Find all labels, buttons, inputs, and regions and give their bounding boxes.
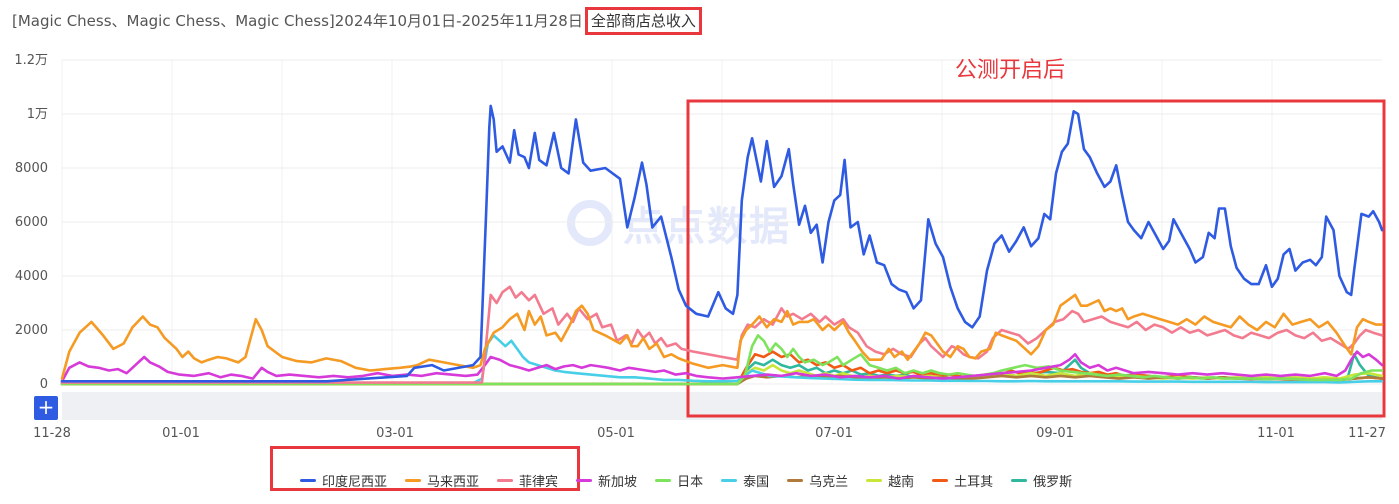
x-tick-label: 11-27 bbox=[1348, 426, 1386, 440]
legend-item[interactable]: 日本 bbox=[655, 471, 703, 490]
legend-swatch bbox=[721, 479, 738, 482]
annotation-label: 公测开启后 bbox=[955, 58, 1066, 83]
legend-item[interactable]: 新加坡 bbox=[576, 471, 637, 490]
legend-item[interactable]: 越南 bbox=[866, 471, 914, 490]
legend-swatch bbox=[497, 479, 514, 482]
grid bbox=[61, 59, 1382, 385]
legend-item[interactable]: 俄罗斯 bbox=[1011, 471, 1072, 490]
chart-title: [Magic Chess、Magic Chess、Magic Chess]202… bbox=[12, 7, 702, 35]
y-tick-label: 1万 bbox=[27, 107, 48, 122]
legend-label: 新加坡 bbox=[598, 475, 638, 490]
legend-item[interactable]: 印度尼西亚 bbox=[300, 471, 387, 490]
legend-label: 日本 bbox=[677, 475, 704, 490]
legend-item[interactable]: 乌克兰 bbox=[787, 471, 848, 490]
legend-label: 乌克兰 bbox=[809, 475, 849, 490]
legend-label: 泰国 bbox=[743, 475, 770, 490]
y-tick-label: 4000 bbox=[15, 269, 48, 284]
legend-label: 菲律宾 bbox=[519, 475, 559, 490]
x-tick-label: 01-01 bbox=[162, 426, 200, 440]
legend-swatch bbox=[1011, 479, 1028, 482]
legend-swatch bbox=[405, 479, 422, 482]
y-tick-label: 6000 bbox=[15, 215, 48, 230]
legend-swatch bbox=[576, 479, 593, 482]
legend-item[interactable]: 土耳其 bbox=[932, 471, 993, 490]
series-line-马来西亚 bbox=[60, 293, 1384, 380]
y-tick-label: 1.2万 bbox=[14, 53, 48, 68]
legend-label: 印度尼西亚 bbox=[322, 475, 388, 490]
watermark-logo-icon bbox=[567, 200, 613, 246]
y-tick-label: 0 bbox=[40, 377, 48, 392]
chart-title-highlight: 全部商店总收入 bbox=[584, 7, 702, 35]
legend-label: 俄罗斯 bbox=[1033, 475, 1073, 490]
series-lines bbox=[60, 104, 1384, 386]
x-tick-label: 05-01 bbox=[597, 426, 635, 440]
legend-swatch bbox=[300, 479, 316, 482]
legend-swatch bbox=[866, 479, 883, 482]
x-tick-label: 11-28 bbox=[33, 426, 71, 440]
series-line-新加坡 bbox=[60, 350, 1384, 383]
x-tick-label: 11-01 bbox=[1257, 426, 1295, 440]
series-line-印度尼西亚 bbox=[60, 104, 1384, 383]
add-button[interactable]: + bbox=[34, 396, 58, 420]
x-tick-label: 07-01 bbox=[815, 426, 853, 440]
chart-title-prefix: [Magic Chess、Magic Chess、Magic Chess]202… bbox=[12, 12, 583, 30]
legend-swatch bbox=[787, 479, 804, 482]
legend-swatch bbox=[932, 479, 949, 482]
legend-item[interactable]: 马来西亚 bbox=[405, 471, 479, 490]
highlight-box bbox=[686, 99, 1386, 418]
y-tick-label: 8000 bbox=[15, 161, 48, 176]
legend-label: 土耳其 bbox=[954, 475, 994, 490]
legend-highlight-box bbox=[270, 446, 580, 491]
line-chart: 0 2000 4000 6000 8000 1万 1.2万 11-28 01-01 03-01 05… bbox=[14, 53, 1386, 440]
legend-label: 越南 bbox=[888, 475, 915, 490]
x-tick-label: 03-01 bbox=[376, 426, 414, 440]
legend-item[interactable]: 泰国 bbox=[721, 471, 769, 490]
legend-label: 马来西亚 bbox=[427, 475, 480, 490]
series-line-泰国 bbox=[60, 334, 1384, 385]
x-tick-label: 09-01 bbox=[1036, 426, 1074, 440]
legend: 印度尼西亚 马来西亚 菲律宾 新加坡 日本 泰国 乌克兰 越南 土耳其 俄罗斯 bbox=[300, 471, 1090, 490]
legend-swatch bbox=[655, 479, 672, 482]
legend-item[interactable]: 菲律宾 bbox=[497, 471, 558, 490]
y-tick-label: 2000 bbox=[15, 323, 48, 338]
